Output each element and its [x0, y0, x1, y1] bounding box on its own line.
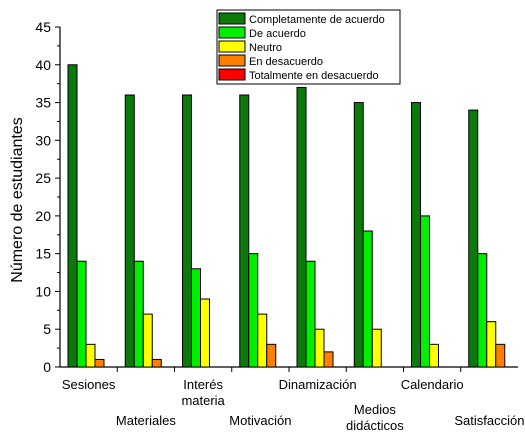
bar [420, 215, 430, 368]
bar [266, 343, 277, 368]
bar [248, 253, 259, 368]
bar [191, 268, 201, 368]
legend-label: Totalmente en desacuerdo [249, 70, 379, 82]
bar [495, 343, 506, 368]
y-tick-label: 10 [35, 283, 51, 299]
legend-label: En desacuerdo [249, 56, 323, 68]
x-category-label: Motivación [229, 413, 291, 428]
bar [305, 260, 316, 368]
y-tick-label: 35 [35, 95, 51, 111]
bar [296, 86, 307, 368]
x-category-label: Interés [183, 377, 223, 392]
y-tick-label: 25 [35, 170, 51, 186]
legend-swatch [218, 40, 246, 53]
legend: Completamente de acuerdo De acuerdo Neutro… [216, 9, 401, 85]
y-axis-ticks: 0 5 10 15 20 25 30 35 40 45 [35, 19, 60, 375]
x-category-label: Dinamización [279, 377, 357, 392]
bar [239, 94, 250, 368]
bar [323, 351, 334, 368]
bar [124, 94, 135, 368]
legend-label: Completamente de acuerdo [249, 14, 385, 26]
y-tick-label: 0 [43, 359, 51, 375]
bar [486, 321, 497, 368]
x-category-label: Medios [354, 402, 396, 417]
bar [133, 260, 144, 368]
x-category-label: Calendario [401, 377, 464, 392]
legend-label: De acuerdo [249, 28, 306, 40]
bar [151, 358, 162, 368]
x-category-label: materia [181, 393, 225, 408]
x-category-label: Satisfacción [454, 413, 524, 428]
y-axis-title: Número de estudiantes [9, 117, 26, 282]
x-category-label: didácticos [346, 418, 404, 432]
bar [314, 328, 325, 368]
bar [142, 313, 153, 368]
bar [85, 343, 96, 368]
bar [76, 260, 87, 368]
bar [94, 358, 105, 368]
legend-swatch [218, 54, 246, 67]
bar [182, 94, 192, 368]
legend-swatch [218, 26, 246, 39]
bar [362, 230, 373, 368]
legend-swatch [218, 68, 246, 81]
bar [477, 253, 488, 368]
y-tick-label: 20 [35, 208, 51, 224]
y-tick-label: 15 [35, 246, 51, 262]
bar [257, 313, 268, 368]
x-category-label: Materiales [116, 413, 176, 428]
y-tick-label: 40 [35, 57, 51, 73]
bar [429, 343, 439, 368]
bar [67, 64, 78, 368]
bar [411, 102, 421, 368]
bar [371, 328, 382, 368]
legend-swatch [218, 12, 246, 25]
x-category-label: Sesiones [62, 377, 116, 392]
y-tick-label: 5 [43, 321, 51, 337]
bar [353, 102, 364, 368]
y-tick-label: 30 [35, 132, 51, 148]
bar [200, 298, 210, 368]
legend-box [216, 9, 401, 85]
legend-label: Neutro [249, 42, 282, 54]
bar [468, 109, 479, 368]
plot-area [59, 27, 518, 368]
y-tick-label: 45 [35, 19, 51, 35]
